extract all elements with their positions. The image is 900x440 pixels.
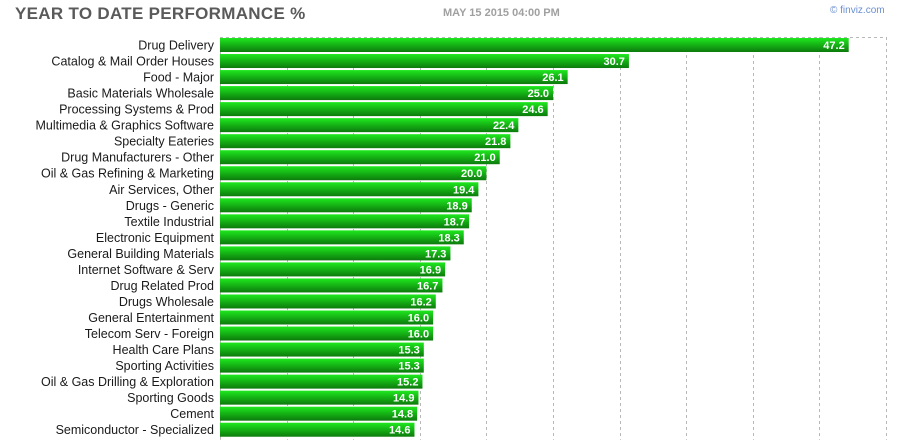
value-label: 21.0	[474, 152, 495, 164]
category-label: Catalog & Mail Order Houses	[51, 55, 214, 69]
category-label: Drugs Wholesale	[119, 295, 214, 309]
category-label: Sporting Activities	[115, 359, 214, 373]
bar[interactable]	[220, 150, 500, 165]
value-label: 14.9	[393, 393, 414, 405]
value-label: 18.7	[444, 216, 465, 228]
bar[interactable]	[220, 134, 511, 149]
bar[interactable]	[220, 118, 519, 133]
bars: Drug Delivery 47.2 Catalog & Mail Order Ho…	[35, 38, 849, 437]
category-label: Multimedia & Graphics Software	[35, 119, 214, 133]
bar[interactable]	[220, 406, 418, 421]
category-label: Air Services, Other	[109, 183, 214, 197]
category-label: Telecom Serv - Foreign	[85, 327, 214, 341]
category-label: Basic Materials Wholesale	[67, 87, 214, 101]
category-label: Electronic Equipment	[96, 231, 215, 245]
bar[interactable]	[220, 374, 423, 389]
category-label: Drug Related Prod	[110, 279, 214, 293]
value-label: 18.3	[438, 232, 459, 244]
value-label: 14.8	[392, 409, 413, 421]
category-label: Oil & Gas Drilling & Exploration	[41, 375, 214, 389]
category-label: Semiconductor - Specialized	[56, 423, 214, 437]
bar[interactable]	[220, 326, 434, 341]
value-label: 20.0	[461, 168, 482, 180]
category-label: Drugs - Generic	[126, 199, 214, 213]
brand-link[interactable]: © finviz.com	[830, 5, 885, 16]
category-label: Food - Major	[143, 71, 214, 85]
timestamp: MAY 15 2015 04:00 PM	[443, 7, 560, 19]
value-label: 16.2	[410, 296, 431, 308]
category-label: Health Care Plans	[113, 343, 214, 357]
value-label: 15.3	[398, 361, 419, 373]
bar[interactable]	[220, 86, 553, 101]
category-label: Drug Delivery	[138, 39, 214, 53]
bar[interactable]	[220, 310, 434, 325]
value-label: 22.4	[493, 120, 515, 132]
value-label: 30.7	[604, 56, 625, 68]
value-label: 14.6	[389, 425, 410, 437]
value-label: 21.8	[485, 136, 506, 148]
value-label: 16.0	[408, 329, 429, 341]
category-label: Specialty Eateries	[114, 135, 214, 149]
value-label: 25.0	[528, 88, 549, 100]
category-label: General Entertainment	[88, 311, 214, 325]
bar[interactable]	[220, 102, 548, 117]
value-label: 15.3	[398, 345, 419, 357]
value-label: 16.0	[408, 313, 429, 325]
bar[interactable]	[220, 246, 451, 261]
bar[interactable]	[220, 198, 472, 213]
bar[interactable]	[220, 422, 415, 437]
category-label: Processing Systems & Prod	[59, 103, 214, 117]
bar[interactable]	[220, 182, 479, 197]
value-label: 19.4	[453, 184, 475, 196]
bar[interactable]	[220, 278, 443, 293]
bar[interactable]	[220, 214, 470, 229]
bar[interactable]	[220, 358, 424, 373]
value-label: 17.3	[425, 248, 446, 260]
value-label: 18.9	[446, 200, 467, 212]
bar[interactable]	[220, 294, 436, 309]
value-label: 26.1	[542, 72, 563, 84]
category-label: Internet Software & Serv	[78, 263, 215, 277]
bar[interactable]	[220, 230, 464, 245]
bar[interactable]	[220, 390, 419, 405]
category-label: Textile Industrial	[124, 215, 214, 229]
value-label: 16.7	[417, 280, 438, 292]
value-label: 24.6	[522, 104, 543, 116]
category-label: Sporting Goods	[127, 391, 214, 405]
value-label: 47.2	[823, 40, 844, 52]
category-label: Cement	[170, 407, 214, 421]
bar[interactable]	[220, 54, 629, 69]
category-label: General Building Materials	[67, 247, 214, 261]
category-label: Oil & Gas Refining & Marketing	[41, 167, 214, 181]
bar[interactable]	[220, 38, 849, 52]
value-label: 15.2	[397, 377, 418, 389]
bar[interactable]	[220, 342, 424, 357]
bar[interactable]	[220, 70, 568, 85]
bar[interactable]	[220, 262, 446, 277]
category-label: Drug Manufacturers - Other	[61, 151, 214, 165]
value-label: 16.9	[420, 264, 441, 276]
bar[interactable]	[220, 166, 487, 181]
chart-title: YEAR TO DATE PERFORMANCE %	[15, 4, 306, 23]
